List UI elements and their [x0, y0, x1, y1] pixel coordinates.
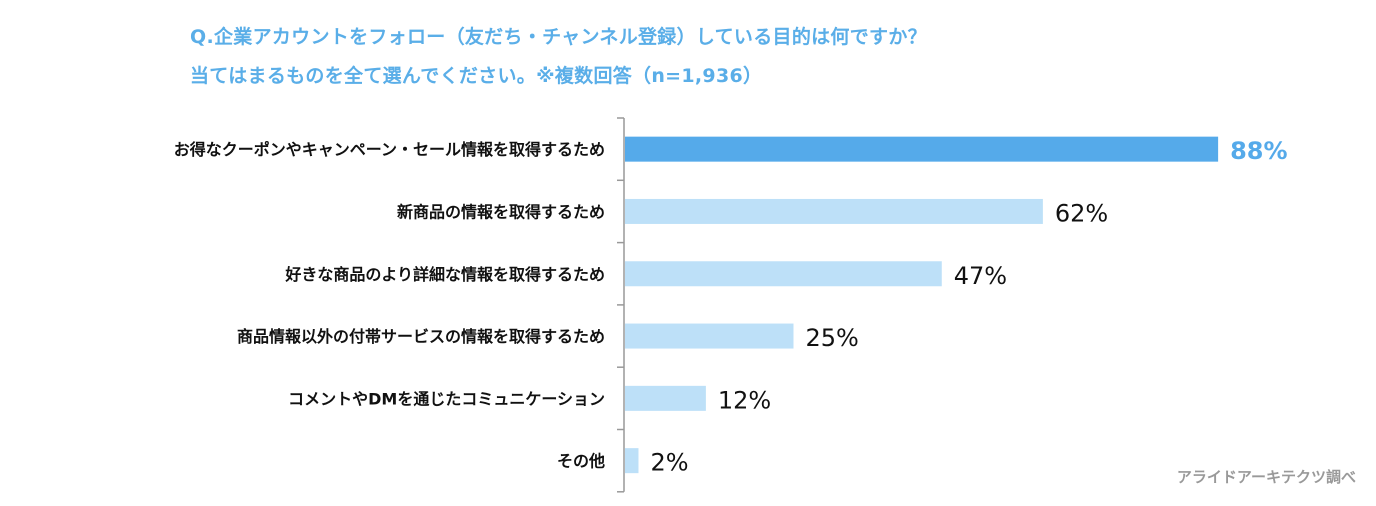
- chart-title-line1: Q.企業アカウントをフォロー（友だち・チャンネル登録）している目的は何ですか？: [190, 26, 927, 48]
- data-label: 62%: [1055, 199, 1108, 227]
- bar: [625, 136, 1219, 162]
- data-label: 88%: [1230, 137, 1287, 165]
- chart-title-line2: 当てはまるものを全て選んでください。※複数回答（n=1,936）: [190, 65, 763, 87]
- source-note: アライドアーキテクツ調べ: [1176, 468, 1356, 486]
- data-label: 25%: [806, 324, 859, 352]
- category-label: お得なクーポンやキャンペーン・セール情報を取得するため: [174, 140, 605, 159]
- bar: [625, 198, 1043, 224]
- category-label: 商品情報以外の付帯サービスの情報を取得するため: [237, 327, 605, 346]
- category-label: 新商品の情報を取得するため: [397, 202, 605, 221]
- bar: [625, 448, 639, 474]
- category-label: その他: [557, 452, 605, 471]
- bar: [625, 385, 706, 411]
- data-label: 12%: [718, 386, 771, 414]
- data-label: 2%: [650, 449, 688, 477]
- data-label: 47%: [954, 262, 1007, 290]
- category-label: コメントやDMを通じたコミュニケーション: [288, 389, 605, 408]
- bar: [625, 261, 942, 287]
- category-label: 好きな商品のより詳細な情報を取得するため: [284, 265, 605, 284]
- bar: [625, 323, 794, 349]
